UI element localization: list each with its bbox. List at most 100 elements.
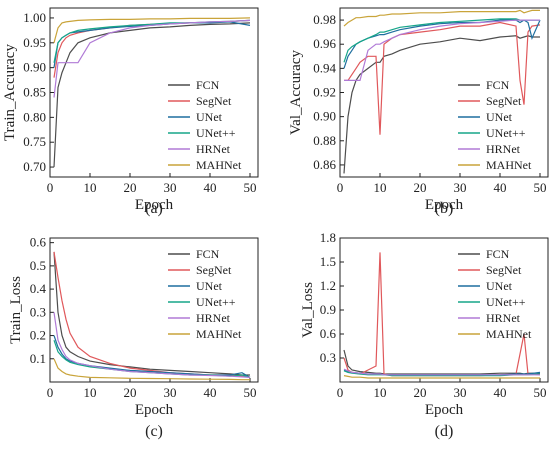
panel-caption: (d) — [435, 423, 454, 440]
legend-label: HRNet — [196, 311, 231, 325]
x-tick-label: 30 — [164, 180, 177, 195]
x-axis-title: Epoch — [135, 402, 174, 418]
y-tick-label: 0.75 — [23, 134, 46, 149]
y-tick-label: 1.00 — [23, 10, 46, 25]
x-tick-label: 50 — [534, 180, 547, 195]
x-tick-label: 10 — [84, 180, 97, 195]
series-line-mahnet — [343, 375, 540, 379]
x-tick-label: 40 — [204, 180, 217, 195]
legend-label: FCN — [196, 78, 220, 92]
y-tick-label: 0.1 — [30, 351, 46, 366]
series-line-hrnet — [344, 19, 540, 82]
legend-label: MAHNet — [486, 158, 532, 172]
legend-label: SegNet — [486, 263, 522, 277]
y-tick-label: 0.6 — [320, 326, 337, 341]
x-tick-label: 20 — [124, 385, 137, 400]
legend-label: SegNet — [486, 94, 522, 108]
x-tick-label: 20 — [124, 180, 137, 195]
panel-caption: (c) — [145, 423, 163, 440]
series-line-segnet — [344, 21, 541, 135]
series-line-unetpp — [53, 19, 251, 63]
x-tick-label: 0 — [47, 180, 54, 195]
x-tick-label: 0 — [337, 180, 344, 195]
legend-label: UNet++ — [196, 126, 236, 140]
panel-train-accuracy: 0 10 20 30 40 50 0.70 0.75 0.80 0.85 0.90 0.95 1.00 E… — [2, 7, 259, 217]
legend-label: UNet — [196, 279, 223, 293]
plot-frame — [49, 237, 259, 383]
y-tick-label: 0.96 — [313, 36, 336, 51]
x-axis-title: Epoch — [425, 197, 464, 213]
series-line-fcn — [343, 35, 540, 174]
legend-label: UNet++ — [196, 295, 236, 309]
x-tick-label: 30 — [454, 180, 467, 195]
x-tick-label: 50 — [534, 385, 547, 400]
y-tick-label: 0.5 — [30, 258, 46, 273]
legend-label: HRNet — [196, 142, 231, 156]
y-tick-label: 0.85 — [23, 85, 46, 100]
series-line-unet — [53, 21, 251, 68]
x-tick-label: 40 — [204, 385, 217, 400]
series-line-fcn — [343, 349, 540, 375]
x-tick-label: 40 — [494, 385, 507, 400]
y-axis-title: Train_Loss — [8, 276, 24, 344]
y-tick-label: 0.9 — [320, 302, 336, 317]
legend-label: FCN — [486, 78, 510, 92]
panel-val-accuracy: 0 10 20 30 40 50 0.86 0.88 0.90 0.92 0.94 0.96 0.98 E… — [288, 7, 549, 217]
legend-label: UNet — [486, 279, 513, 293]
y-tick-label: 0.3 — [320, 350, 336, 365]
y-tick-label: 0.88 — [313, 133, 336, 148]
series-line-unet — [343, 19, 541, 69]
series-line-mahnet — [343, 9, 540, 27]
x-tick-label: 30 — [164, 385, 177, 400]
series-line-mahnet — [53, 358, 250, 381]
legend-label: HRNet — [486, 311, 521, 325]
x-axis-title: Epoch — [425, 402, 464, 418]
y-axis-title: Val_Accuracy — [288, 50, 304, 135]
legend-label: UNet++ — [486, 126, 526, 140]
y-tick-label: 0.86 — [313, 157, 336, 172]
legend-label: MAHNet — [196, 327, 242, 341]
legend-label: MAHNet — [196, 158, 242, 172]
legend-label: FCN — [196, 247, 220, 261]
panel-train-loss: 0 10 20 30 40 50 0.1 0.2 0.3 0.4 0.5 0.6 Epoch Train_… — [8, 235, 259, 440]
series-line-hrnet — [343, 368, 540, 376]
y-tick-label: 0.4 — [30, 281, 47, 296]
legend-label: UNet — [486, 110, 513, 124]
series-line-segnet — [53, 19, 251, 78]
legend-label: FCN — [486, 247, 510, 261]
y-tick-label: 0.3 — [30, 304, 46, 319]
series-line-hrnet — [53, 312, 251, 378]
x-tick-label: 10 — [374, 180, 387, 195]
legend-label: UNet++ — [486, 295, 526, 309]
x-tick-label: 50 — [244, 180, 257, 195]
legend-label: MAHNet — [486, 327, 532, 341]
x-tick-label: 10 — [374, 385, 387, 400]
panel-val-loss: 0 10 20 30 40 50 0.3 0.6 0.9 1.2 1.5 1.8 Epoch Val_Lo… — [300, 230, 549, 440]
y-tick-label: 1.5 — [320, 254, 336, 269]
series-line-unet — [53, 335, 251, 378]
legend-label: UNet — [196, 110, 223, 124]
y-tick-label: 1.2 — [320, 278, 336, 293]
series-line-hrnet — [53, 19, 251, 98]
plot-frame — [339, 237, 549, 383]
x-axis-title: Epoch — [135, 197, 174, 213]
x-tick-label: 0 — [337, 385, 344, 400]
panel-caption: (a) — [145, 200, 163, 217]
y-tick-label: 0.80 — [23, 109, 46, 124]
x-tick-label: 10 — [84, 385, 97, 400]
x-tick-label: 40 — [494, 180, 507, 195]
x-tick-label: 20 — [414, 385, 427, 400]
legend-label: SegNet — [196, 263, 232, 277]
y-tick-label: 0.94 — [313, 60, 336, 75]
y-axis-title: Train_Accuracy — [2, 44, 18, 141]
x-tick-label: 50 — [244, 385, 257, 400]
y-tick-label: 0.2 — [30, 328, 46, 343]
y-tick-label: 0.95 — [23, 35, 46, 50]
y-tick-label: 0.92 — [313, 85, 336, 100]
x-tick-label: 30 — [454, 385, 467, 400]
panel-caption: (b) — [435, 200, 454, 217]
y-tick-label: 0.70 — [23, 159, 46, 174]
y-tick-label: 0.90 — [313, 109, 336, 124]
x-tick-label: 20 — [414, 180, 427, 195]
